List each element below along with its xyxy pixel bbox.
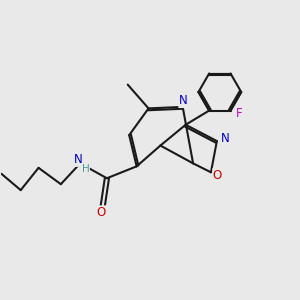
Text: H: H (82, 164, 89, 174)
Text: N: N (74, 153, 83, 166)
Text: O: O (213, 169, 222, 182)
Text: N: N (179, 94, 188, 107)
Text: O: O (96, 206, 106, 219)
Text: N: N (221, 132, 230, 145)
Text: F: F (236, 107, 243, 120)
